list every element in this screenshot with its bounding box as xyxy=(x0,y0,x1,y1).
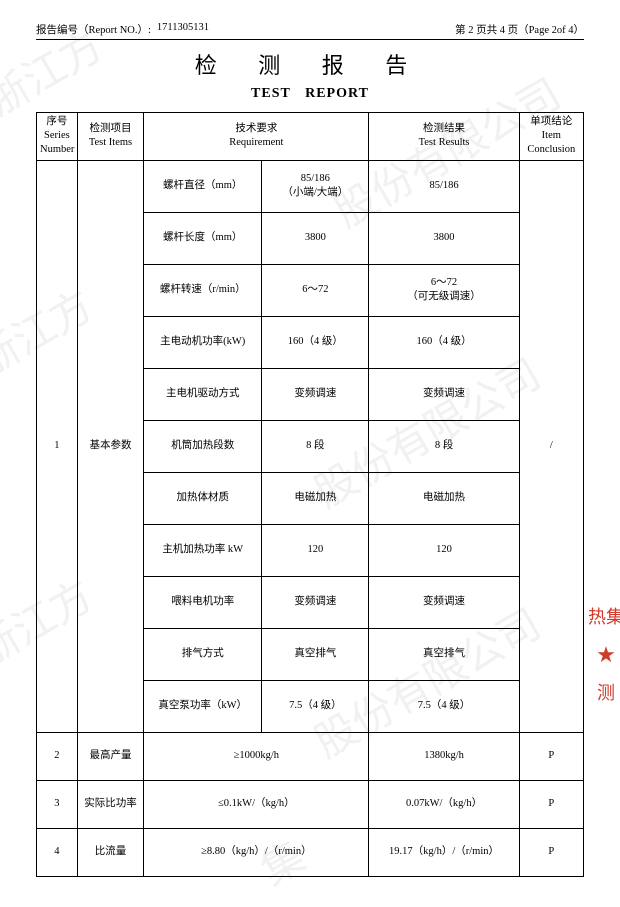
cell-req-b: 变频调速 xyxy=(262,368,369,420)
cell-req-a: 主机加热功率 kW xyxy=(144,524,262,576)
cell-req-b: 6～72 xyxy=(262,264,369,316)
cell-req-a: 机筒加热段数 xyxy=(144,420,262,472)
cell-result: 电磁加热 xyxy=(369,472,519,524)
cell-req: ≥8.80（kg/h）/（r/min） xyxy=(144,828,369,876)
cell-req-b: 电磁加热 xyxy=(262,472,369,524)
cell-req-b: 120 xyxy=(262,524,369,576)
cell-req-a: 主电机驱动方式 xyxy=(144,368,262,420)
cell-req-b: 160（4 级） xyxy=(262,316,369,368)
cell-req-a: 排气方式 xyxy=(144,628,262,680)
report-no-label: 报告编号（Report NO.）: xyxy=(36,22,151,37)
page: 报告编号（Report NO.）: 1711305131 第 2 页共 4 页（… xyxy=(0,0,620,907)
cell-series: 1 xyxy=(37,160,78,732)
col-requirement: 技术要求Requirement xyxy=(144,113,369,161)
col-conclusion: 单项结论ItemConclusion xyxy=(519,113,583,161)
cell-result: 7.5（4 级） xyxy=(369,680,519,732)
cell-conclusion: / xyxy=(519,160,583,732)
cell-req: ≤0.1kW/（kg/h） xyxy=(144,780,369,828)
cell-result: 3800 xyxy=(369,212,519,264)
header-row: 报告编号（Report NO.）: 1711305131 第 2 页共 4 页（… xyxy=(36,22,584,40)
cell-result: 160（4 级） xyxy=(369,316,519,368)
cell-req-a: 螺杆直径（mm） xyxy=(144,160,262,212)
cell-result: 变频调速 xyxy=(369,368,519,420)
cell-req-b: 8 段 xyxy=(262,420,369,472)
cell-item: 最高产量 xyxy=(77,732,143,780)
cell-item: 实际比功率 xyxy=(77,780,143,828)
cell-req-a: 螺杆转速（r/min） xyxy=(144,264,262,316)
table-row: 2 最高产量 ≥1000kg/h 1380kg/h P xyxy=(37,732,584,780)
col-results: 检测结果Test Results xyxy=(369,113,519,161)
header-left: 报告编号（Report NO.）: 1711305131 xyxy=(36,22,209,37)
title-en: TEST REPORT xyxy=(36,86,584,102)
cell-result: 真空排气 xyxy=(369,628,519,680)
cell-req-b: 7.5（4 级） xyxy=(262,680,369,732)
report-table: 序号SeriesNumber 检测项目Test Items 技术要求Requir… xyxy=(36,112,584,877)
cell-req-b: 真空排气 xyxy=(262,628,369,680)
cell-req-a: 主电动机功率(kW) xyxy=(144,316,262,368)
cell-req-a: 螺杆长度（mm） xyxy=(144,212,262,264)
cell-result: 变频调速 xyxy=(369,576,519,628)
cell-req-a: 加热体材质 xyxy=(144,472,262,524)
cell-result: 19.17（kg/h）/（r/min） xyxy=(369,828,519,876)
cell-conclusion: P xyxy=(519,780,583,828)
col-items: 检测项目Test Items xyxy=(77,113,143,161)
cell-req: ≥1000kg/h xyxy=(144,732,369,780)
page-info: 第 2 页共 4 页（Page 2of 4） xyxy=(455,22,584,37)
cell-req-b: 变频调速 xyxy=(262,576,369,628)
report-no-value: 1711305131 xyxy=(157,22,209,37)
table-row: 4 比流量 ≥8.80（kg/h）/（r/min） 19.17（kg/h）/（r… xyxy=(37,828,584,876)
col-series: 序号SeriesNumber xyxy=(37,113,78,161)
table-row: 3 实际比功率 ≤0.1kW/（kg/h） 0.07kW/（kg/h） P xyxy=(37,780,584,828)
cell-req-a: 真空泵功率（kW） xyxy=(144,680,262,732)
cell-conclusion: P xyxy=(519,732,583,780)
cell-req-a: 喂料电机功率 xyxy=(144,576,262,628)
cell-result: 1380kg/h xyxy=(369,732,519,780)
table-row: 1 基本参数 螺杆直径（mm） 85/186（小端/大端） 85/186 / xyxy=(37,160,584,212)
cell-conclusion: P xyxy=(519,828,583,876)
cell-result: 120 xyxy=(369,524,519,576)
cell-result: 6～72（可无级调速） xyxy=(369,264,519,316)
cell-series: 3 xyxy=(37,780,78,828)
cell-result: 85/186 xyxy=(369,160,519,212)
cell-series: 4 xyxy=(37,828,78,876)
table-header-row: 序号SeriesNumber 检测项目Test Items 技术要求Requir… xyxy=(37,113,584,161)
cell-result: 8 段 xyxy=(369,420,519,472)
cell-result: 0.07kW/（kg/h） xyxy=(369,780,519,828)
cell-series: 2 xyxy=(37,732,78,780)
cell-req-b: 3800 xyxy=(262,212,369,264)
cell-item: 基本参数 xyxy=(77,160,143,732)
cell-req-b: 85/186（小端/大端） xyxy=(262,160,369,212)
cell-item: 比流量 xyxy=(77,828,143,876)
title-cn: 检 测 报 告 xyxy=(36,48,584,80)
